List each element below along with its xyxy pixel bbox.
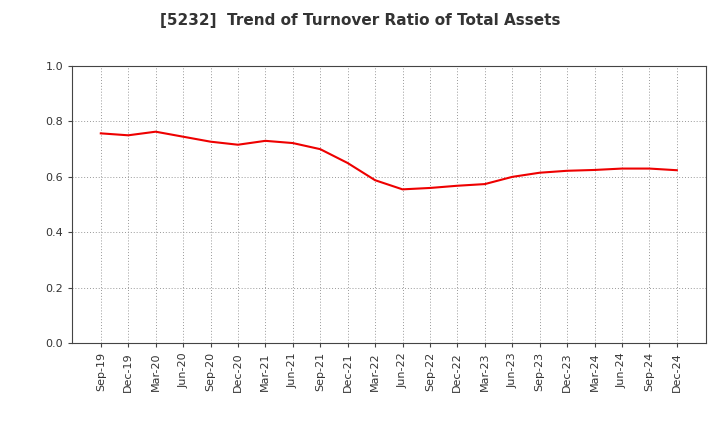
Text: [5232]  Trend of Turnover Ratio of Total Assets: [5232] Trend of Turnover Ratio of Total …	[160, 13, 560, 28]
